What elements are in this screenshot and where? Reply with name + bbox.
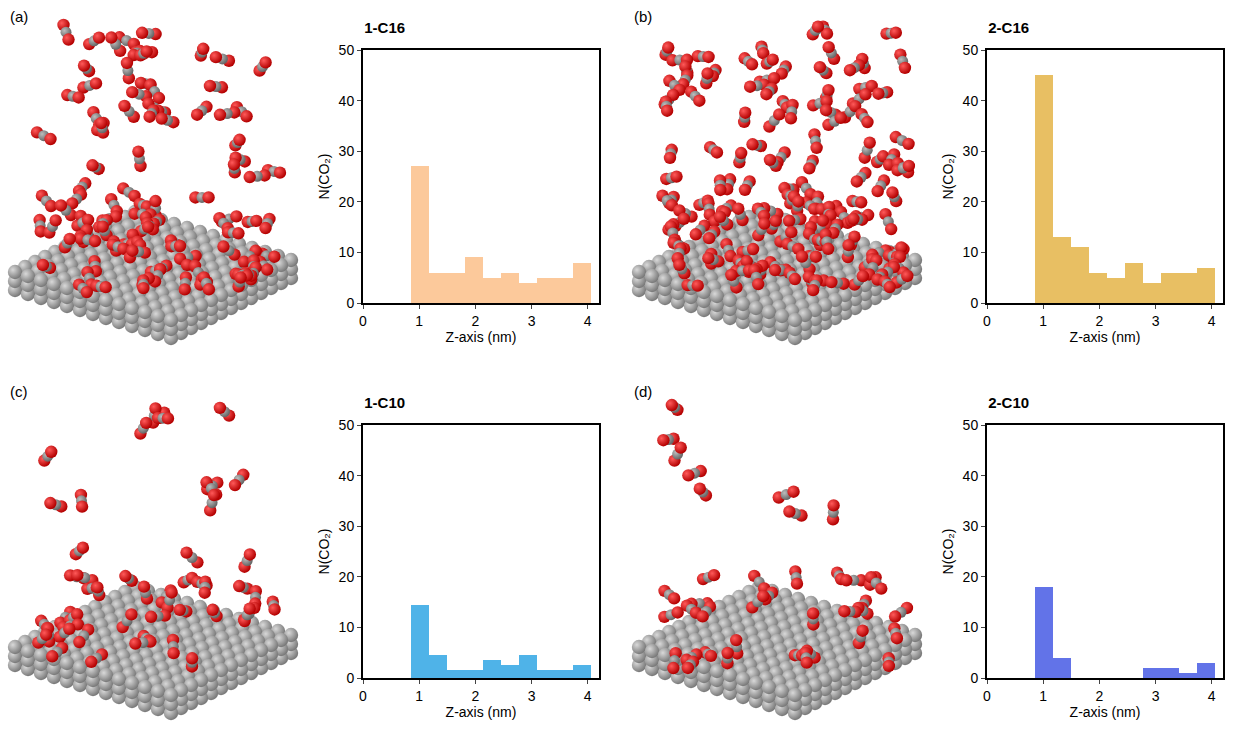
svg-text:50: 50 [963, 417, 979, 433]
svg-text:10: 10 [339, 244, 355, 260]
svg-text:1-C10: 1-C10 [364, 394, 405, 411]
svg-text:Z-axis (nm): Z-axis (nm) [1070, 329, 1141, 345]
svg-text:1: 1 [1039, 688, 1047, 704]
svg-text:4: 4 [584, 688, 592, 704]
svg-text:N(CO₂): N(CO₂) [940, 154, 956, 200]
svg-text:1: 1 [1039, 313, 1047, 329]
svg-text:10: 10 [963, 244, 979, 260]
svg-text:Z-axis (nm): Z-axis (nm) [446, 329, 517, 345]
svg-text:10: 10 [339, 619, 355, 635]
svg-text:30: 30 [339, 143, 355, 159]
svg-text:Z-axis (nm): Z-axis (nm) [446, 704, 517, 720]
svg-text:3: 3 [528, 688, 536, 704]
svg-text:20: 20 [963, 569, 979, 585]
svg-text:0: 0 [970, 670, 978, 686]
svg-text:0: 0 [970, 295, 978, 311]
svg-text:20: 20 [339, 569, 355, 585]
svg-text:0: 0 [983, 688, 991, 704]
svg-text:0: 0 [346, 670, 354, 686]
svg-text:50: 50 [339, 42, 355, 58]
html-text:(b): (b) [634, 8, 653, 25]
svg-text:3: 3 [528, 313, 536, 329]
svg-text:20: 20 [339, 194, 355, 210]
svg-text:Z-axis (nm): Z-axis (nm) [1070, 704, 1141, 720]
svg-text:40: 40 [339, 93, 355, 109]
svg-text:1: 1 [415, 313, 423, 329]
svg-text:2-C10: 2-C10 [988, 394, 1029, 411]
svg-text:50: 50 [963, 42, 979, 58]
svg-text:4: 4 [584, 313, 592, 329]
svg-text:2: 2 [1095, 313, 1103, 329]
svg-text:0: 0 [983, 313, 991, 329]
svg-text:30: 30 [339, 518, 355, 534]
svg-text:40: 40 [339, 468, 355, 484]
svg-text:N(CO₂): N(CO₂) [940, 529, 956, 575]
svg-text:40: 40 [963, 468, 979, 484]
svg-text:3: 3 [1152, 688, 1160, 704]
svg-text:4: 4 [1208, 313, 1216, 329]
svg-text:10: 10 [963, 619, 979, 635]
svg-text:1-C16: 1-C16 [364, 19, 405, 36]
svg-text:30: 30 [963, 143, 979, 159]
svg-text:40: 40 [963, 93, 979, 109]
svg-text:2: 2 [471, 688, 479, 704]
svg-text:N(CO₂): N(CO₂) [316, 154, 332, 200]
svg-text:20: 20 [963, 194, 979, 210]
svg-text:0: 0 [359, 688, 367, 704]
svg-text:50: 50 [339, 417, 355, 433]
svg-text:2: 2 [471, 313, 479, 329]
svg-text:3: 3 [1152, 313, 1160, 329]
svg-text:30: 30 [963, 518, 979, 534]
svg-text:0: 0 [359, 313, 367, 329]
svg-text:4: 4 [1208, 688, 1216, 704]
html-text:(d): (d) [634, 383, 653, 400]
svg-text:2-C16: 2-C16 [988, 19, 1029, 36]
html-text:(c): (c) [10, 383, 28, 400]
svg-text:1: 1 [415, 688, 423, 704]
svg-text:N(CO₂): N(CO₂) [316, 529, 332, 575]
svg-text:2: 2 [1095, 688, 1103, 704]
html-text:(a): (a) [10, 8, 29, 25]
svg-text:0: 0 [346, 295, 354, 311]
